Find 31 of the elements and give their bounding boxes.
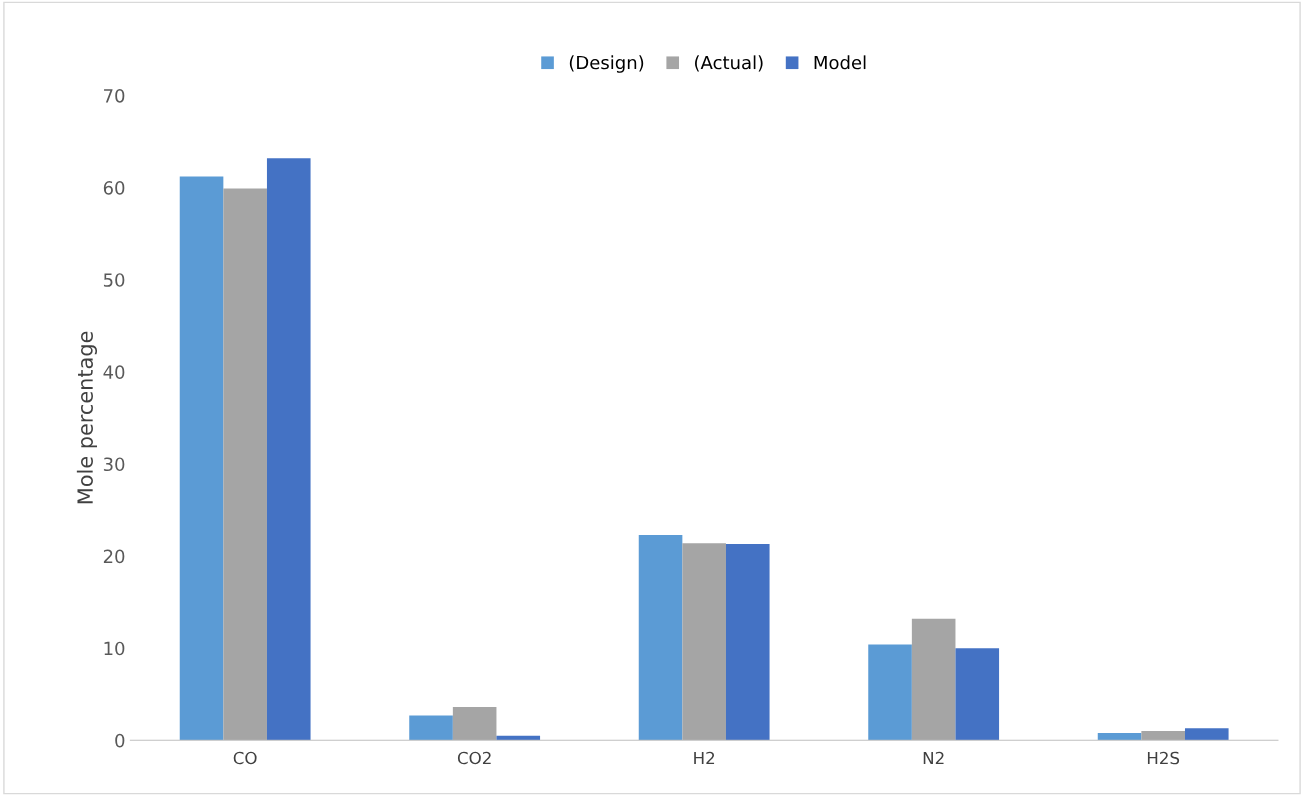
y-tick-label: 60 xyxy=(103,181,125,195)
bar xyxy=(682,543,726,741)
x-tick-label: H2 xyxy=(694,751,715,765)
y-tick-label: 50 xyxy=(103,273,125,287)
y-tick-label: 10 xyxy=(104,641,125,656)
y-axis-title: Mole percentage xyxy=(76,331,98,504)
bar xyxy=(955,648,1000,741)
x-tick-label: CO2 xyxy=(457,751,491,765)
x-tick-label: N2 xyxy=(923,751,944,765)
y-tick-label: 20 xyxy=(103,549,125,564)
bar xyxy=(179,176,224,741)
bar xyxy=(1184,728,1229,741)
bar xyxy=(868,644,912,741)
bar xyxy=(1141,731,1185,741)
y-tick-label: 30 xyxy=(103,457,125,472)
bar xyxy=(409,715,453,741)
bar xyxy=(911,618,956,741)
x-tick-label: H2S xyxy=(1147,751,1180,765)
bar xyxy=(638,534,683,741)
y-tick-label: 0 xyxy=(115,733,125,748)
x-tick-label: CO xyxy=(233,751,257,765)
bar xyxy=(725,544,770,741)
bar xyxy=(452,707,497,741)
legend-label: (Actual) xyxy=(695,55,763,72)
legend-label: (Design) xyxy=(569,55,644,73)
y-tick-label: 40 xyxy=(103,365,125,379)
bar xyxy=(1097,732,1142,741)
legend-label: Model xyxy=(814,55,866,70)
y-tick-label: 70 xyxy=(104,88,125,103)
bar xyxy=(223,188,267,741)
bar xyxy=(266,158,311,741)
